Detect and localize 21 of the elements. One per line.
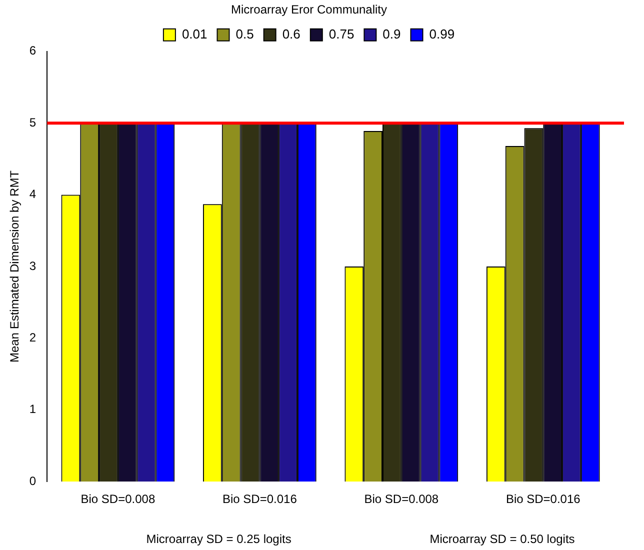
legend-label: 0.01 <box>182 26 208 42</box>
y-tick-label: 4 <box>29 187 36 202</box>
legend-label: 0.75 <box>328 26 354 42</box>
y-axis-title: Mean Estimated Dimension by RMT <box>8 170 22 363</box>
text: Microarray SD = 0.25 logits <box>146 532 292 546</box>
y-tick-label: 6 <box>29 44 36 58</box>
x-tick-label: Bio SD=0.016 <box>222 492 298 506</box>
x-tick-label: Bio SD=0.008 <box>364 492 439 506</box>
x-tick-label: Bio SD=0.016 <box>506 492 581 506</box>
y-tick-label: 0 <box>29 474 36 488</box>
y-tick-label: 2 <box>29 330 36 345</box>
y-tick-label: 3 <box>29 258 36 273</box>
text: Microarray SD = 0.50 logits <box>430 532 575 546</box>
y-tick-label: 5 <box>29 115 36 130</box>
legend-label: 0.99 <box>429 26 455 42</box>
legend-label: 0.5 <box>236 26 254 42</box>
x-tick-label: Bio SD=0.008 <box>80 492 156 506</box>
legend-label: 0.6 <box>282 26 300 42</box>
legend-title: Microarray Eror Communality <box>230 2 388 16</box>
legend-label: 0.9 <box>382 26 401 42</box>
y-tick-label: 1 <box>29 402 36 416</box>
